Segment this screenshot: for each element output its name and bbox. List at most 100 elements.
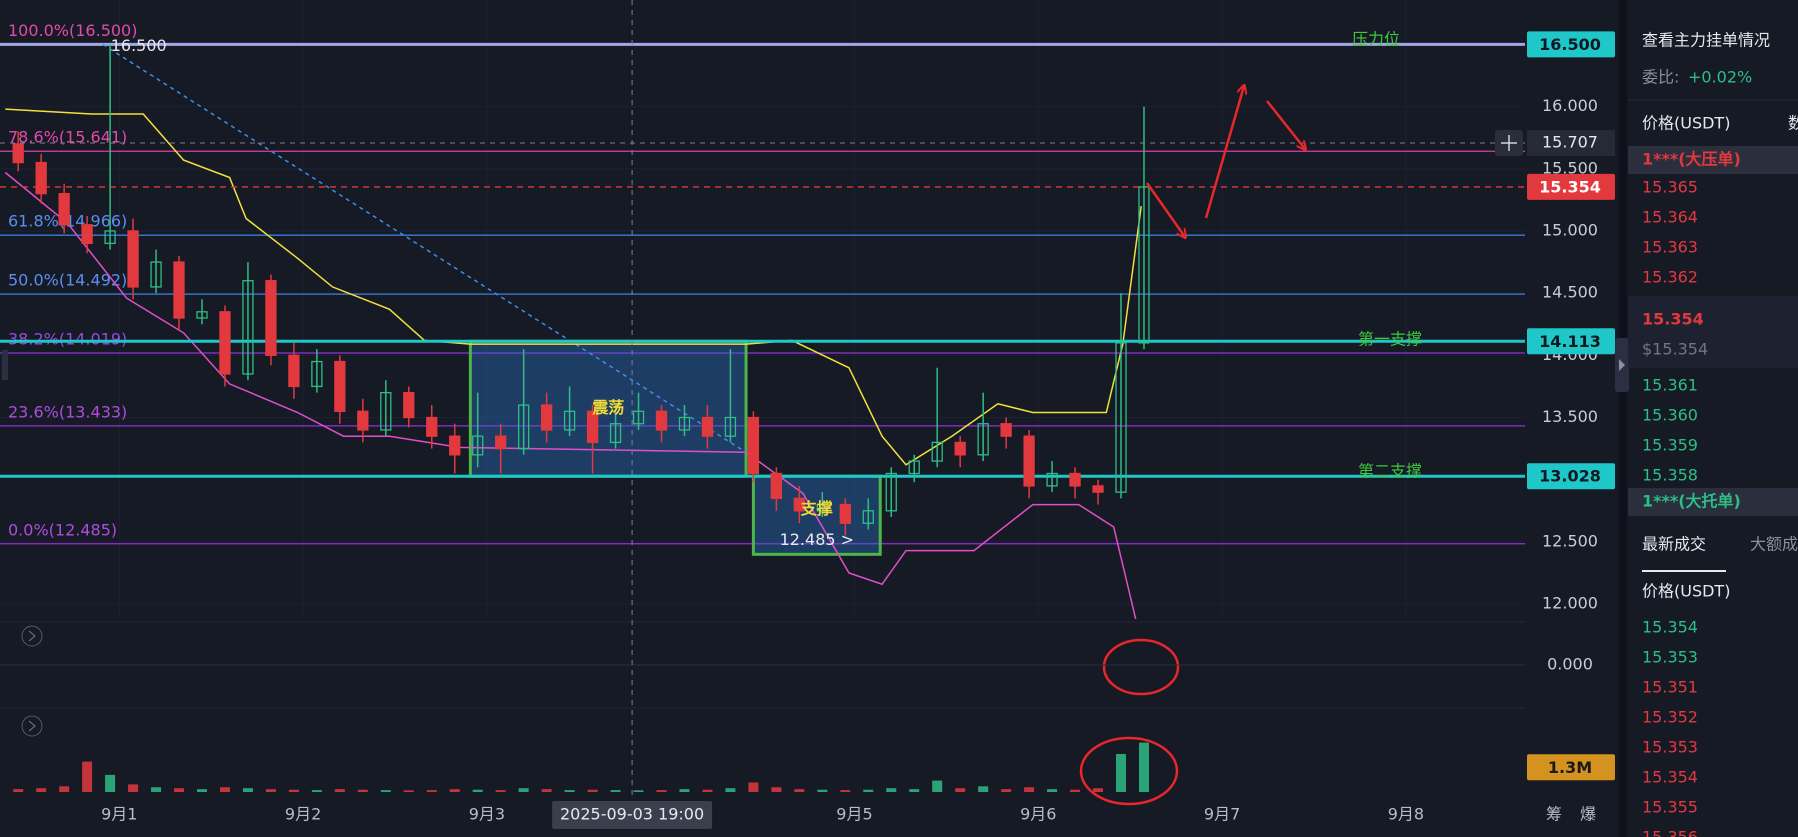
candle-body [839, 503, 851, 524]
volume-bar [265, 789, 276, 792]
order-book-text: 15.354 [1642, 618, 1698, 637]
candle-body [35, 161, 47, 195]
panel-toggle[interactable] [21, 625, 43, 647]
volume-bar [174, 788, 185, 792]
band-line [5, 108, 1142, 466]
crosshair-y-label: 15.707 [1542, 133, 1598, 152]
x-tick-label: 9月2 [285, 805, 321, 824]
candle-body [288, 354, 300, 388]
price-badge-label: 16.500 [1539, 35, 1601, 54]
candle-body [495, 435, 507, 450]
volume-bar [541, 789, 552, 792]
crosshair-x-label: 2025-09-03 19:00 [560, 805, 704, 824]
volume-bar [656, 790, 667, 792]
x-tick-label: 9月8 [1388, 805, 1424, 824]
volume-bar [978, 786, 989, 792]
order-book-text: 15.352 [1642, 708, 1698, 727]
candle-body [977, 423, 989, 456]
candle-body [403, 391, 415, 419]
candle-body [1092, 485, 1104, 493]
volume-bar [679, 789, 690, 792]
price-axis: 16.00015.50015.00014.50014.00013.50012.5… [1527, 31, 1615, 613]
price-plot: 100.0%(16.500)78.6%(15.641)61.8%(14.966)… [0, 0, 1525, 619]
trendline [102, 43, 747, 453]
order-book-text: 价格(USDT) [1642, 114, 1730, 133]
candle-body [311, 360, 323, 388]
x-tick-label: 9月3 [469, 805, 505, 824]
order-book-text: 1***(大压单) [1642, 150, 1741, 169]
footer-tab: 筹 [1546, 805, 1562, 824]
order-book-text: 15.354 [1642, 310, 1704, 329]
order-book-text: 15.362 [1642, 268, 1698, 287]
volume-bar [357, 789, 368, 792]
fib-label: 0.0%(12.485) [8, 520, 117, 539]
candle-body [219, 311, 231, 375]
order-book-text: 15.355 [1642, 798, 1698, 817]
candle-body [1138, 186, 1150, 344]
volume-bar [334, 789, 345, 792]
volume-bar [151, 787, 162, 792]
fib-label: 78.6%(15.641) [8, 128, 127, 147]
candle-body [1000, 423, 1012, 437]
volume-bar [13, 789, 24, 792]
volume-bar [610, 790, 621, 792]
candle-body [472, 435, 484, 456]
left-handle[interactable] [2, 350, 8, 380]
price-badge-label: 14.113 [1539, 332, 1601, 351]
crosshair-x-box [552, 801, 713, 829]
price-badge [1527, 31, 1615, 58]
order-book-text: 1***(大托单) [1642, 492, 1741, 511]
candle-body [586, 410, 599, 444]
price-badge-label: 13.028 [1539, 467, 1601, 486]
candle-body [196, 311, 208, 319]
volume-bar [311, 790, 322, 792]
crosshair-plus [1501, 135, 1517, 152]
candle-body [609, 423, 622, 444]
volume-badge-label: 1.3M [1548, 758, 1592, 777]
band-line [4, 171, 1137, 619]
candle-body [724, 416, 737, 437]
volume-bar [817, 789, 828, 792]
volume-bar [1070, 789, 1081, 792]
volume-bar [219, 787, 230, 792]
order-book-text: 数 [1788, 114, 1798, 133]
candle-body [885, 472, 897, 512]
candle-body [770, 472, 783, 500]
annotation: 第一支撑 [1358, 330, 1422, 349]
volume-bar [426, 790, 437, 792]
footer-tab: 爆 [1580, 805, 1596, 824]
arrow [1204, 86, 1244, 219]
volume-badge [1527, 754, 1615, 781]
panel-toggle[interactable] [21, 715, 43, 737]
volume-bar [105, 774, 116, 792]
order-book-text: 15.360 [1642, 406, 1698, 425]
volume-bar [748, 782, 759, 792]
volume-bar [794, 789, 805, 792]
order-book-text: 价格(USDT) [1642, 582, 1730, 601]
order-book-text: +0.02% [1688, 68, 1752, 87]
order-book-text: 15.359 [1642, 436, 1698, 455]
volume-bar [955, 788, 966, 792]
volume-bar [196, 789, 207, 792]
annotation: 压力位 [1352, 30, 1400, 49]
candle-body [449, 435, 461, 456]
candle-body [632, 410, 645, 425]
highlight-ellipse [1079, 736, 1179, 806]
candle-body [12, 143, 24, 164]
candle-body [173, 261, 185, 319]
candle-body [655, 410, 668, 431]
order-book-text: 委比: [1642, 68, 1679, 87]
crosshair-badge [1527, 130, 1615, 157]
last-price-box [1628, 296, 1798, 368]
order-book-text: 15.361 [1642, 376, 1698, 395]
candle-body [380, 391, 392, 431]
panel-toggle-icon [28, 630, 36, 642]
volume-bar [1047, 789, 1058, 792]
fib-label: 23.6%(13.433) [8, 402, 127, 421]
volume-bar [288, 789, 299, 792]
candle-body [931, 441, 943, 462]
price-badge-label: 15.354 [1539, 177, 1601, 196]
candle-body [563, 410, 576, 431]
